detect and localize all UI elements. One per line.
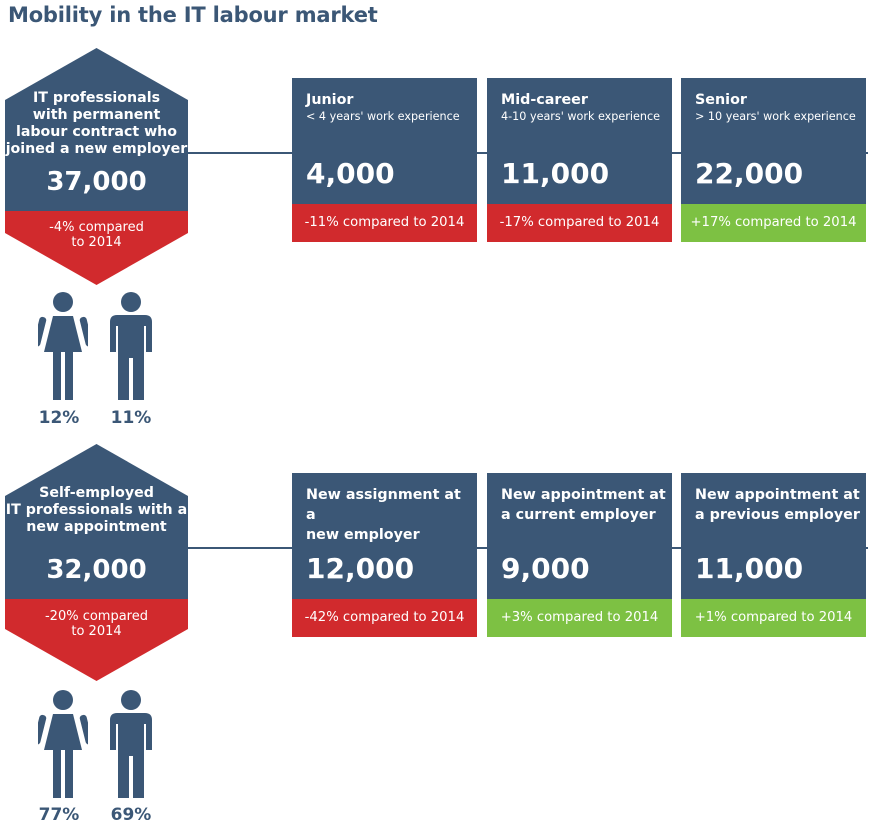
female-percentage: 12% <box>38 408 80 428</box>
card-title-line: a previous employer <box>695 507 860 523</box>
hexagon-label: IT professionals with permanent labour c… <box>5 90 188 158</box>
stat-card: New appointment at a previous employer 1… <box>681 473 866 637</box>
male-icon <box>110 690 152 798</box>
hexagon-change: -20% compared to 2014 <box>5 609 188 639</box>
hexagon-change-line: to 2014 <box>71 235 122 250</box>
card-value: 22,000 <box>695 157 804 190</box>
card-change: -11% compared to 2014 <box>292 204 477 242</box>
stat-card: Senior > 10 years' work experience 22,00… <box>681 78 866 242</box>
card-title-line: new employer <box>306 527 420 543</box>
stat-card: Mid-career 4-10 years' work experience 1… <box>487 78 672 242</box>
hexagon-change-line: -4% compared <box>49 220 144 235</box>
hexagon-badge: IT professionals with permanent labour c… <box>5 48 188 285</box>
hexagon-label-line: labour contract who <box>15 124 178 140</box>
card-value: 11,000 <box>695 552 804 585</box>
card-value: 11,000 <box>501 157 610 190</box>
card-title: New assignment at a new employer <box>306 485 474 545</box>
card-change: -42% compared to 2014 <box>292 599 477 637</box>
card-change: +17% compared to 2014 <box>681 204 866 242</box>
hexagon-label-line: IT professionals <box>32 90 161 106</box>
hexagon-label-line: new appointment <box>26 519 167 535</box>
card-value: 4,000 <box>306 157 395 190</box>
card-value: 12,000 <box>306 552 415 585</box>
stat-card: New appointment at a current employer 9,… <box>487 473 672 637</box>
hexagon-shape <box>5 444 188 681</box>
card-value: 9,000 <box>501 552 590 585</box>
hexagon-change: -4% compared to 2014 <box>5 220 188 250</box>
card-title: New appointment at a previous employer <box>695 485 863 525</box>
female-icon <box>38 690 88 798</box>
female-percentage: 77% <box>38 805 80 825</box>
card-title-line: New appointment at <box>501 487 666 503</box>
card-title-line: New assignment at a <box>306 487 461 523</box>
hexagon-change-line: to 2014 <box>71 624 122 639</box>
hexagon-badge: Self-employed IT professionals with a ne… <box>5 444 188 681</box>
hexagon-label: Self-employed IT professionals with a ne… <box>5 485 188 536</box>
card-title-line: Mid-career <box>501 92 588 108</box>
card-title-line: New appointment at <box>695 487 860 503</box>
stat-card: Junior < 4 years' work experience 4,000 … <box>292 78 477 242</box>
hexagon-value: 37,000 <box>46 167 147 197</box>
male-percentage: 69% <box>110 805 152 825</box>
card-title-line: Senior <box>695 92 747 108</box>
female-icon <box>38 292 88 400</box>
hexagon-shape <box>5 48 188 285</box>
card-title: Mid-career <box>501 90 669 110</box>
card-change: +1% compared to 2014 <box>681 599 866 637</box>
hexagon-label-line: Self-employed <box>39 485 154 501</box>
hexagon-label-line: with permanent <box>32 107 161 123</box>
hexagon-change-line: -20% compared <box>44 609 148 624</box>
card-title: Junior <box>306 90 474 110</box>
hexagon-label-line: IT professionals with a <box>5 502 188 518</box>
card-title-line: Junior <box>306 92 354 108</box>
stat-card: New assignment at a new employer 12,000 … <box>292 473 477 637</box>
card-subtitle: < 4 years' work experience <box>306 110 460 123</box>
card-title-line: a current employer <box>501 507 656 523</box>
male-percentage: 11% <box>110 408 152 428</box>
card-title: New appointment at a current employer <box>501 485 669 525</box>
hexagon-value: 32,000 <box>46 555 147 585</box>
card-change: +3% compared to 2014 <box>487 599 672 637</box>
hexagon-label-line: joined a new employer <box>5 141 188 157</box>
card-subtitle: 4-10 years' work experience <box>501 110 661 123</box>
page-title: Mobility in the IT labour market <box>8 3 378 27</box>
card-change: -17% compared to 2014 <box>487 204 672 242</box>
card-subtitle: > 10 years' work experience <box>695 110 856 123</box>
male-icon <box>110 292 152 400</box>
card-title: Senior <box>695 90 863 110</box>
